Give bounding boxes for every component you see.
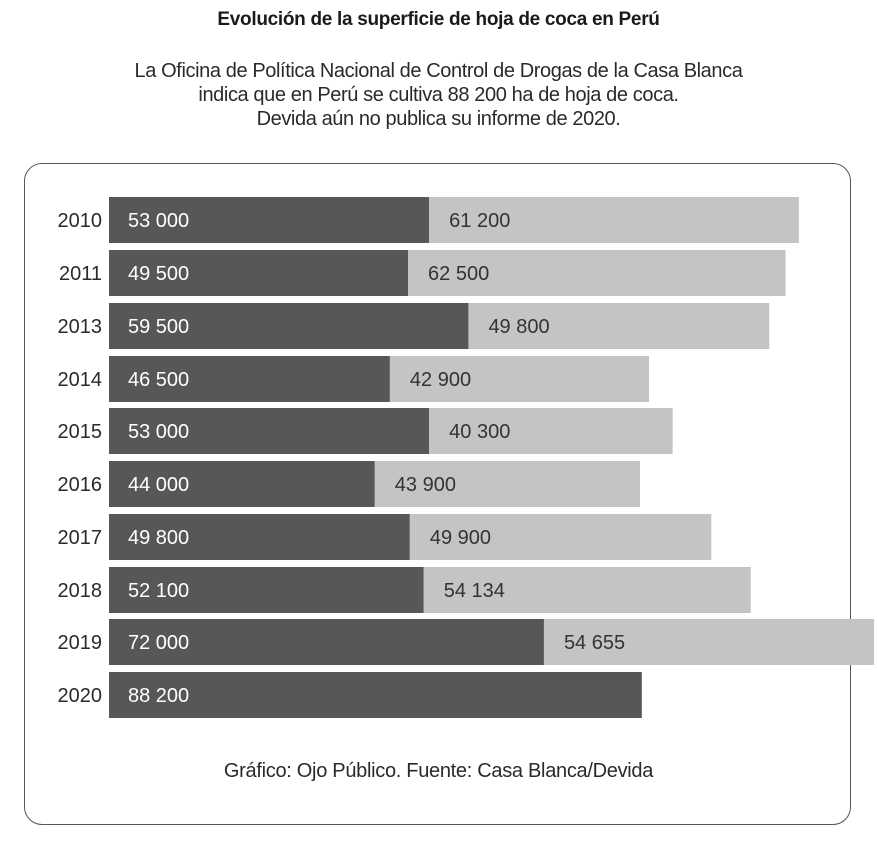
data-label: 53 000 (128, 421, 189, 443)
bar-segment-light (429, 197, 799, 243)
data-label: 49 800 (488, 316, 549, 338)
data-label: 54 655 (564, 632, 625, 654)
bar-segment-dark (109, 461, 375, 507)
category-label: 2017 (58, 527, 103, 549)
data-label: 59 500 (128, 316, 189, 338)
bar-segment-light (429, 408, 673, 454)
category-label: 2020 (58, 685, 103, 707)
bar-segment-dark (109, 619, 544, 665)
bar-segment-dark (109, 303, 469, 349)
category-label: 2019 (58, 632, 103, 654)
bar-segment-dark (109, 356, 390, 402)
category-label: 2018 (58, 580, 103, 602)
data-label: 49 800 (128, 527, 189, 549)
data-label: 42 900 (410, 369, 471, 391)
bar-segment-light (423, 567, 751, 613)
data-label: 49 900 (430, 527, 491, 549)
data-label: 61 200 (449, 210, 510, 232)
bar-segment-light (408, 250, 786, 296)
subtitle-line: Devida aún no publica su informe de 2020… (256, 108, 621, 130)
category-label: 2016 (58, 474, 103, 496)
chart-frame (24, 163, 851, 825)
chart-title: Evolución de la superficie de hoja de co… (217, 9, 660, 30)
category-label: 2010 (58, 210, 103, 232)
bar-segment-dark (109, 408, 430, 454)
category-label: 2011 (59, 263, 102, 285)
bar-segment-light (409, 514, 712, 560)
data-label: 72 000 (128, 632, 189, 654)
category-label: 2015 (58, 421, 103, 443)
bar-segment-light (374, 461, 641, 507)
subtitle-line: La Oficina de Política Nacional de Contr… (134, 60, 743, 82)
bar-segment-dark (109, 514, 410, 560)
data-label: 43 900 (395, 474, 456, 496)
data-label: 53 000 (128, 210, 189, 232)
bar-segment-light (389, 356, 650, 402)
data-label: 54 134 (444, 580, 505, 602)
data-label: 40 300 (449, 421, 510, 443)
bar-segment-dark (109, 250, 409, 296)
data-label: 62 500 (428, 263, 489, 285)
bar-segment-light (543, 619, 875, 665)
data-label: 44 000 (128, 474, 189, 496)
data-label: 49 500 (128, 263, 189, 285)
data-label: 46 500 (128, 369, 189, 391)
chart-subtitle: La Oficina de Política Nacional de Contr… (0, 59, 877, 131)
subtitle-line: indica que en Perú se cultiva 88 200 ha … (198, 84, 679, 106)
bar-segment-dark (109, 672, 642, 718)
category-label: 2013 (58, 316, 103, 338)
bar-segment-light (468, 303, 770, 349)
bar-segment-dark (109, 567, 424, 613)
data-label: 52 100 (128, 580, 189, 602)
category-label: 2014 (58, 369, 103, 391)
data-label: 88 200 (128, 685, 189, 707)
bar-segment-dark (109, 197, 430, 243)
source-note: Gráfico: Ojo Público. Fuente: Casa Blanc… (223, 760, 654, 782)
